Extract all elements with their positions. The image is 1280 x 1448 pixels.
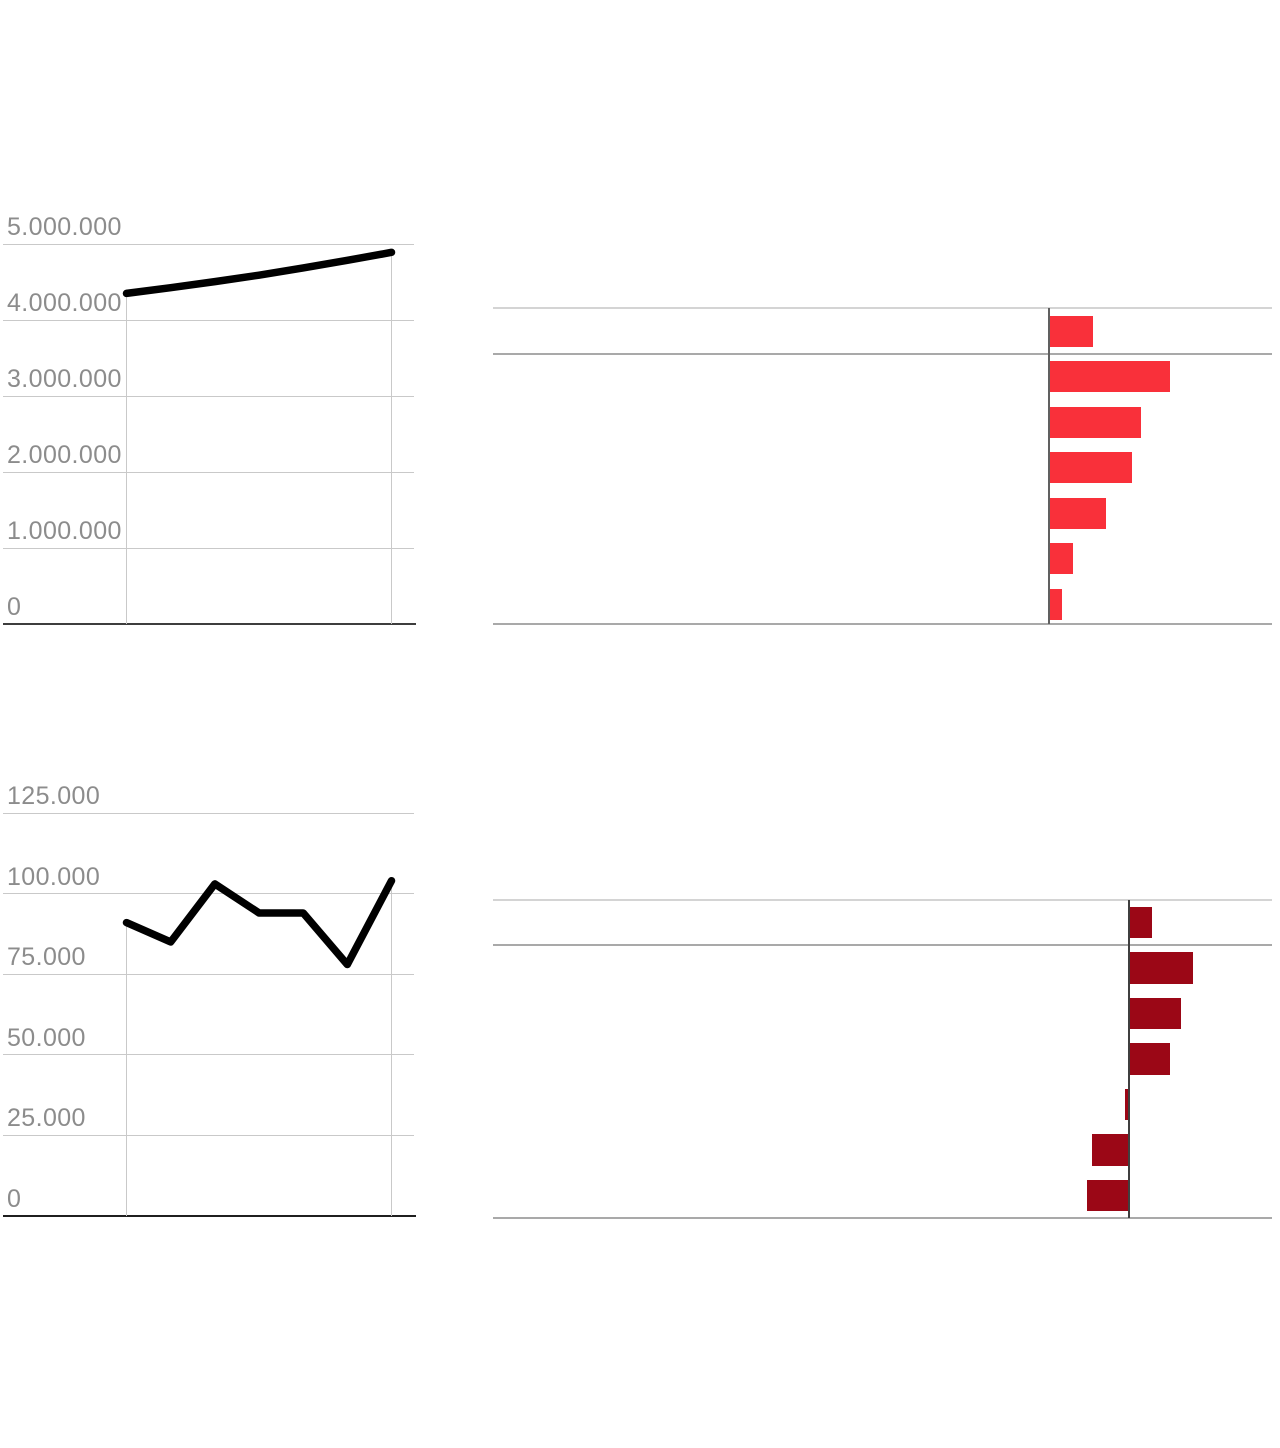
bar [1049, 497, 1106, 529]
top-gridline [493, 307, 1272, 310]
y-axis-tick-label: 3.000.000 [7, 365, 122, 393]
bar [1128, 997, 1181, 1030]
bar [1049, 452, 1132, 484]
bar [1125, 1088, 1129, 1121]
point-drop-line [126, 293, 127, 624]
y-axis-tick-label: 100.000 [7, 862, 101, 891]
bar [1049, 543, 1073, 575]
bar [1049, 361, 1170, 393]
bar [1128, 906, 1152, 938]
gridline [3, 547, 414, 549]
bar [1049, 588, 1062, 620]
x-axis-line [3, 1215, 416, 1217]
gridline [3, 471, 414, 473]
bar [1092, 1134, 1129, 1166]
point-drop-line [126, 922, 127, 1216]
bar [1128, 1043, 1170, 1075]
gridline [3, 973, 414, 975]
gridline [3, 243, 414, 245]
y-axis-tick-label: 0 [7, 1185, 22, 1213]
x-axis-line [3, 623, 416, 625]
bar [1128, 952, 1193, 984]
separator-gridline [493, 944, 1272, 947]
y-axis-tick-label: 25.000 [7, 1104, 86, 1133]
zero-axis-line [1127, 900, 1130, 1218]
zero-axis-line [1048, 308, 1050, 624]
point-drop-line [391, 252, 392, 624]
gridline [3, 1134, 414, 1136]
separator-gridline [493, 353, 1272, 355]
top-gridline [493, 899, 1272, 901]
y-axis-tick-label: 2.000.000 [7, 441, 122, 469]
y-axis-tick-label: 4.000.000 [7, 289, 122, 317]
bottom-axis-line [493, 1217, 1272, 1219]
bar [1049, 315, 1093, 347]
y-axis-tick-label: 1.000.000 [7, 517, 122, 545]
data-line [122, 876, 396, 969]
y-axis-tick-label: 0 [7, 593, 22, 621]
bar [1087, 1180, 1129, 1212]
y-axis-tick-label: 50.000 [7, 1023, 86, 1052]
point-drop-line [391, 880, 392, 1216]
gridline [3, 1054, 414, 1056]
gridline [3, 319, 414, 321]
y-axis-tick-label: 5.000.000 [7, 213, 122, 241]
data-line [122, 248, 396, 298]
gridline [3, 395, 414, 397]
y-axis-tick-label: 75.000 [7, 943, 86, 972]
bar [1049, 406, 1141, 438]
bottom-axis-line [493, 623, 1272, 625]
gridline [3, 893, 414, 895]
y-axis-tick-label: 125.000 [7, 782, 101, 810]
gridline [3, 812, 414, 814]
